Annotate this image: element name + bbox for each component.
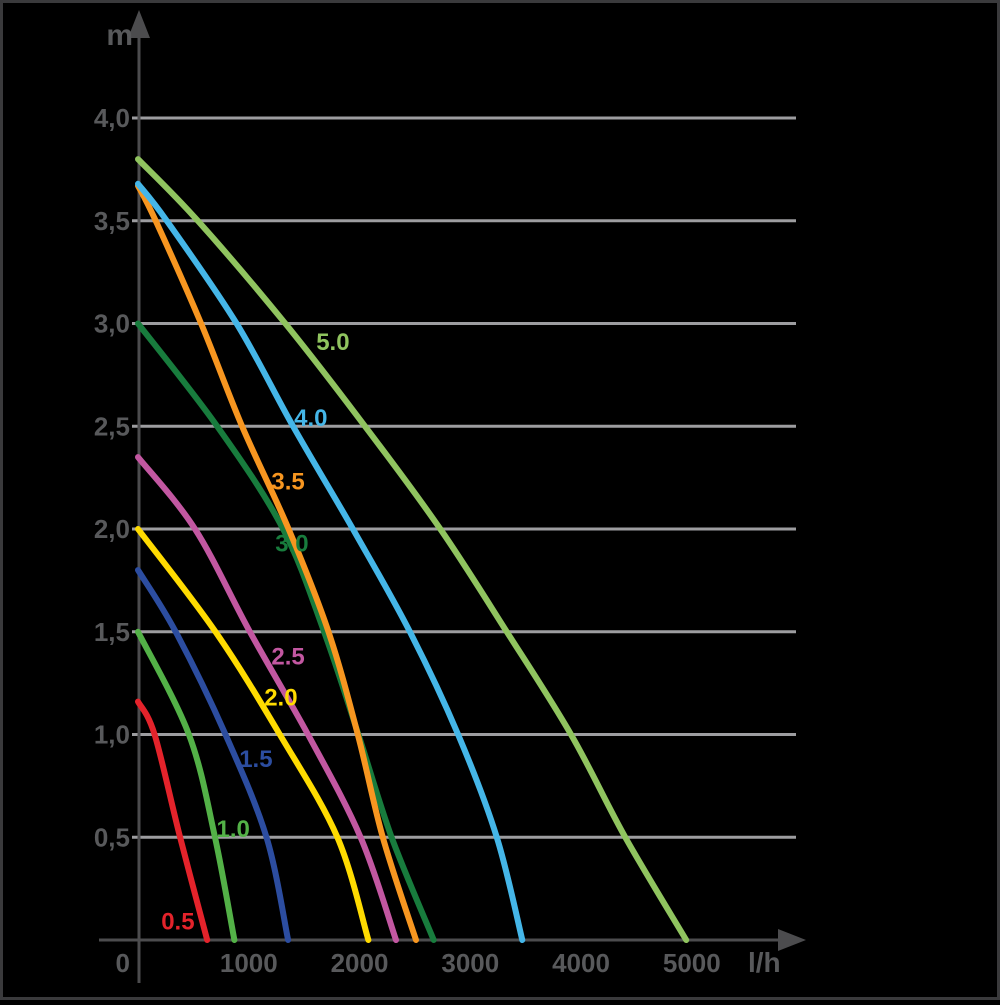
y-tick-label: 3,5 bbox=[94, 206, 130, 236]
curve-3.0 bbox=[135, 320, 437, 943]
curve-1.5 bbox=[135, 567, 292, 943]
y-tick-label: 1,0 bbox=[94, 720, 130, 750]
curve-label-0.5: 0.5 bbox=[161, 909, 194, 936]
y-tick-label: 1,5 bbox=[94, 617, 130, 647]
frame-top bbox=[0, 0, 1000, 3]
curve-3.5 bbox=[135, 182, 419, 943]
frame-bottom bbox=[0, 997, 1000, 1000]
x-axis-arrow-icon bbox=[778, 929, 806, 951]
x-tick-label: 3000 bbox=[441, 948, 499, 978]
curve-label-2.5: 2.5 bbox=[271, 643, 304, 670]
curve-label-3.5: 3.5 bbox=[271, 469, 304, 496]
y-tick-label: 0,5 bbox=[94, 822, 130, 852]
y-axis-arrow-icon bbox=[128, 10, 150, 38]
curve-1.0 bbox=[135, 628, 238, 943]
x-tick-label: 0 bbox=[116, 948, 130, 978]
y-tick-label: 3,0 bbox=[94, 309, 130, 339]
curve-5.0 bbox=[135, 156, 690, 943]
curve-4.0 bbox=[135, 180, 526, 943]
x-axis-unit-label: l/h bbox=[748, 947, 781, 978]
y-tick-label: 4,0 bbox=[94, 103, 130, 133]
frame-right bbox=[997, 0, 1000, 1000]
curve-label-1.5: 1.5 bbox=[239, 746, 272, 773]
x-tick-label: 1000 bbox=[220, 948, 278, 978]
curve-2.0 bbox=[135, 526, 372, 943]
x-tick-label: 4000 bbox=[552, 948, 610, 978]
curve-0.5 bbox=[135, 698, 211, 943]
y-tick-label: 2,0 bbox=[94, 514, 130, 544]
frame-left bbox=[0, 0, 3, 1000]
curve-2.5 bbox=[135, 454, 399, 943]
curve-label-4.0: 4.0 bbox=[294, 405, 327, 432]
y-axis-unit-label: m bbox=[106, 19, 133, 52]
curve-label-2.0: 2.0 bbox=[264, 685, 297, 712]
x-tick-label: 2000 bbox=[331, 948, 389, 978]
x-tick-label: 5000 bbox=[663, 948, 721, 978]
y-tick-label: 2,5 bbox=[94, 411, 130, 441]
curve-label-5.0: 5.0 bbox=[316, 329, 349, 356]
curve-label-3.0: 3.0 bbox=[275, 530, 308, 557]
curve-label-1.0: 1.0 bbox=[217, 816, 250, 843]
